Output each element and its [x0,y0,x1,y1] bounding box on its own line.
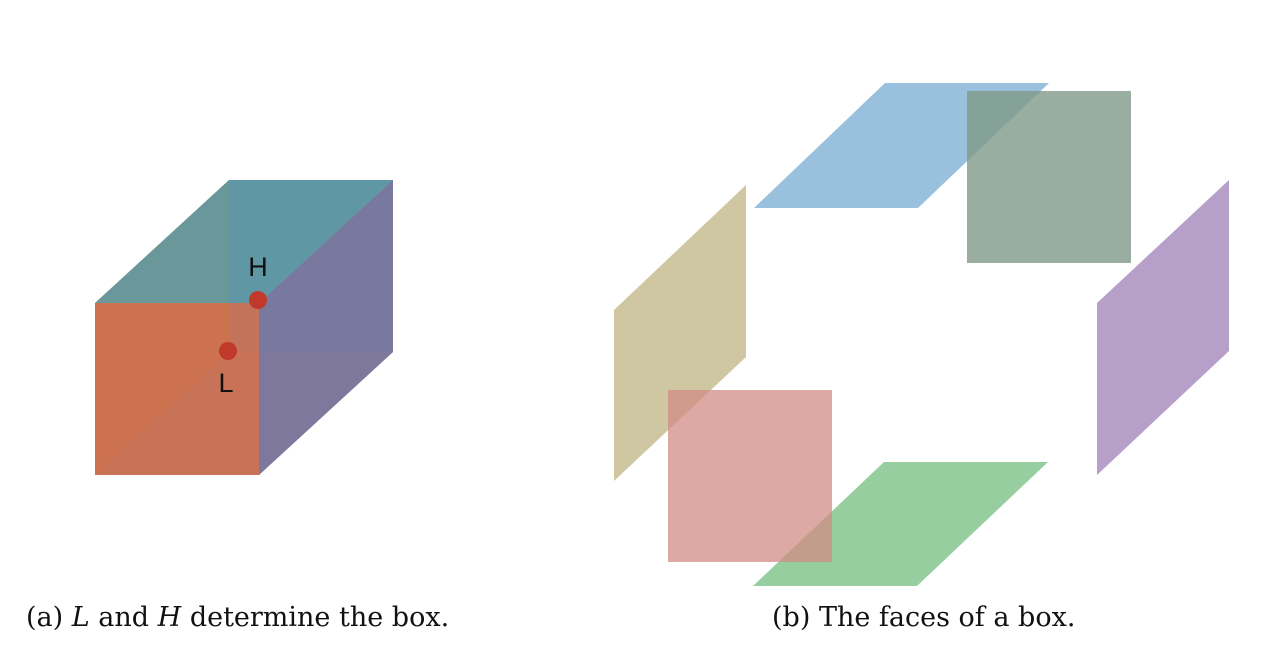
caption-a-var-l: L [71,602,90,633]
caption-b: (b) The faces of a box. [772,604,1075,631]
point-low-label: L [218,368,233,398]
caption-a: (a) L and H determine the box. [26,604,449,631]
face-back [967,91,1131,263]
face-left [614,185,746,481]
point-low-marker [219,342,237,360]
box-top-face [95,180,393,303]
caption-a-var-h: H [157,602,182,633]
box-front-face [95,303,259,475]
box-right-face [259,180,393,475]
caption-b-prefix: (b) [772,602,811,633]
caption-b-text: The faces of a box. [818,602,1076,633]
point-high-label: H [248,252,268,282]
caption-a-prefix: (a) [26,602,64,633]
caption-a-and: and [98,602,150,633]
faces-diagram [614,83,1229,586]
caption-a-rest: determine the box. [189,602,450,633]
face-front [668,390,832,562]
box-diagram: H L [95,180,393,475]
point-high-marker [249,291,267,309]
face-right [1097,180,1229,475]
